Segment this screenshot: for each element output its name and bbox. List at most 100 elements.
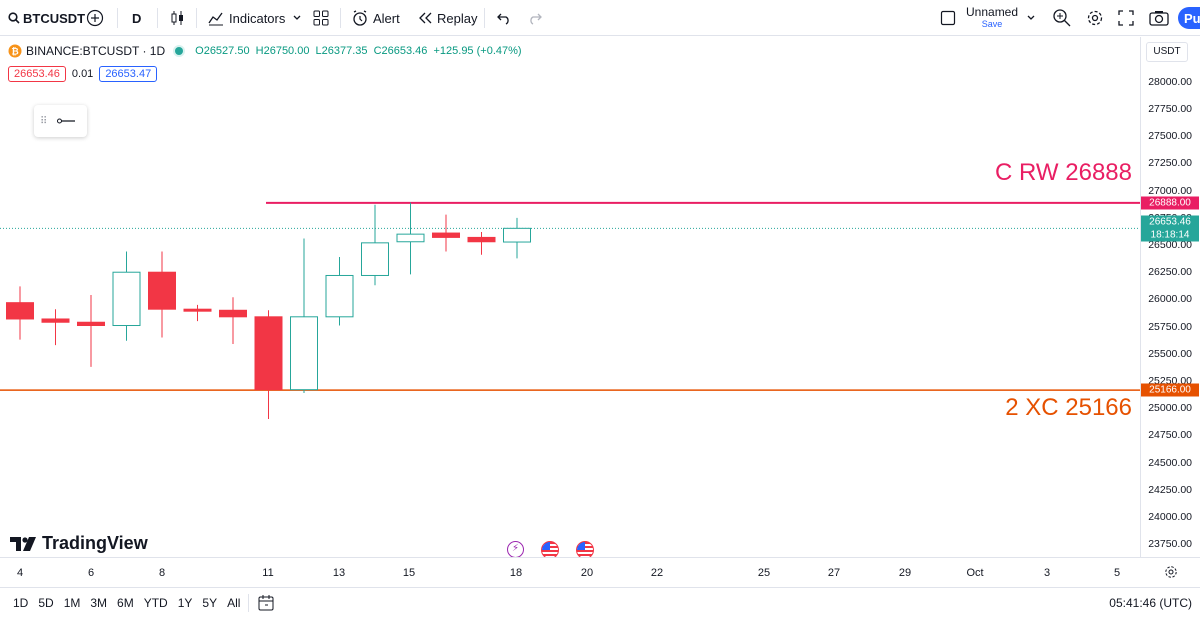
timeframe-list: 1D 5D 1M 3M 6M YTD 1Y 5Y All bbox=[13, 596, 250, 610]
bitcoin-logo-icon: ₿ bbox=[8, 44, 22, 58]
time-tick-label: 22 bbox=[650, 567, 664, 579]
svg-text:₿: ₿ bbox=[11, 47, 18, 58]
candles-icon bbox=[171, 11, 183, 25]
price-axis[interactable]: USDT 28000.00 27750.00 27500.00 27250.00 270… bbox=[1140, 37, 1200, 557]
symbol-search[interactable]: BTCUSDT bbox=[8, 0, 85, 36]
chart-type-button[interactable] bbox=[170, 0, 186, 36]
compare-button[interactable] bbox=[86, 0, 104, 36]
timeframe-button[interactable]: 1Y bbox=[177, 596, 193, 610]
layout-toggle[interactable] bbox=[940, 0, 956, 36]
time-tick-label: 3 bbox=[1043, 567, 1051, 579]
sell-price-button[interactable]: 26653.46 bbox=[8, 66, 66, 82]
alert-label: Alert bbox=[373, 10, 400, 26]
bid-ask-row: 26653.46 0.01 26653.47 bbox=[8, 66, 158, 82]
settings-button[interactable] bbox=[1086, 0, 1104, 36]
publish-button[interactable]: Pu bbox=[1178, 7, 1200, 29]
quick-search-button[interactable] bbox=[1052, 0, 1072, 36]
time-tick-label: 8 bbox=[158, 567, 166, 579]
timeframe-button[interactable]: 6M bbox=[117, 596, 134, 610]
buy-price-button[interactable]: 26653.47 bbox=[99, 66, 158, 82]
candle-down bbox=[77, 321, 105, 327]
layout-dropdown[interactable] bbox=[1026, 0, 1036, 36]
countdown-tag: 18:18:14 bbox=[1141, 228, 1199, 242]
candle-up bbox=[325, 274, 354, 318]
undo-button[interactable] bbox=[496, 0, 512, 36]
candle-down bbox=[183, 308, 212, 312]
timeframe-button[interactable]: All bbox=[227, 596, 241, 610]
alert-button[interactable]: Alert bbox=[351, 0, 400, 36]
lightning-event-icon[interactable]: ⚡ bbox=[507, 541, 524, 557]
currency-selector[interactable]: USDT bbox=[1146, 42, 1188, 62]
price-tick-label: 24750.00 bbox=[1148, 429, 1192, 442]
time-tick-label: 25 bbox=[757, 567, 771, 579]
layout-name-button[interactable]: Unnamed Save bbox=[966, 0, 1018, 36]
layout-save-status: Save bbox=[981, 19, 1003, 29]
chart-pane[interactable]: ₿ BINANCE:BTCUSDT · 1D O26527.50 H26750.… bbox=[0, 37, 1140, 557]
timeframe-button[interactable]: 5D bbox=[38, 596, 54, 610]
publish-label: Pu bbox=[1184, 10, 1200, 26]
price-tick-label: 25500.00 bbox=[1148, 347, 1192, 360]
tradingview-logo[interactable]: TradingView bbox=[10, 533, 148, 554]
time-tick-label: 20 bbox=[580, 567, 594, 579]
time-axis[interactable]: 4 6 8 11 13 15 18 20 22 25 27 29 Oct 3 5 bbox=[0, 557, 1200, 587]
fullscreen-icon bbox=[1118, 10, 1134, 26]
camera-icon bbox=[1149, 11, 1169, 26]
top-toolbar: BTCUSDT D Indicators Alert Replay Unname… bbox=[0, 0, 1200, 36]
us-flag-event-icon[interactable] bbox=[541, 541, 559, 557]
magnifier-cross-icon bbox=[1053, 9, 1071, 27]
candle-up bbox=[290, 316, 318, 391]
price-tick-label: 24000.00 bbox=[1148, 510, 1192, 523]
symbol-title[interactable]: BINANCE:BTCUSDT · 1D bbox=[26, 44, 166, 58]
timeframe-button[interactable]: 1D bbox=[13, 596, 29, 610]
tradingview-logo-text: TradingView bbox=[42, 533, 148, 553]
timeframe-button[interactable]: 3M bbox=[90, 596, 108, 610]
floating-drawing-toolbar[interactable]: ⠿ bbox=[34, 105, 87, 137]
price-tick-label: 24250.00 bbox=[1148, 483, 1192, 496]
utc-clock[interactable]: 05:41:46 (UTC) bbox=[1109, 596, 1192, 610]
time-tick-label: 15 bbox=[402, 567, 416, 579]
calendar-go-to-icon[interactable] bbox=[257, 594, 275, 612]
chevron-down-icon bbox=[1027, 15, 1035, 20]
candlestick-chart[interactable] bbox=[0, 37, 1140, 557]
legend-high: H26750.00 bbox=[255, 45, 310, 57]
settings-icon[interactable] bbox=[1164, 565, 1178, 579]
redo-icon bbox=[530, 13, 542, 25]
gear-icon bbox=[1087, 10, 1103, 26]
snapshot-button[interactable] bbox=[1149, 0, 1169, 36]
rewind-icon bbox=[419, 12, 432, 24]
indicators-button[interactable]: Indicators bbox=[207, 0, 285, 36]
timeframe-button[interactable]: YTD bbox=[143, 596, 168, 610]
candle-down bbox=[6, 302, 34, 320]
fullscreen-button[interactable] bbox=[1118, 0, 1134, 36]
price-tick-label: 28000.00 bbox=[1148, 75, 1192, 88]
candle-down bbox=[432, 232, 460, 238]
time-tick-label: 4 bbox=[16, 567, 24, 579]
time-tick-label: Oct bbox=[966, 567, 984, 579]
candle-up bbox=[503, 227, 531, 243]
alarm-clock-icon bbox=[353, 10, 367, 26]
drag-handle-icon[interactable]: ⠿ bbox=[40, 115, 47, 127]
resistance-label[interactable]: C RW 26888 bbox=[995, 159, 1132, 186]
indicators-dropdown[interactable] bbox=[292, 0, 302, 36]
symbol-label: BTCUSDT bbox=[23, 10, 86, 26]
timeframe-button[interactable]: 5Y bbox=[202, 596, 218, 610]
legend-change: +125.95 (+0.47%) bbox=[433, 45, 522, 57]
us-flag-event-icon[interactable] bbox=[576, 541, 594, 557]
price-tick-label: 26000.00 bbox=[1148, 293, 1192, 306]
support-label[interactable]: 2 XC 25166 bbox=[1005, 394, 1132, 421]
horizontal-line-tool-icon[interactable] bbox=[56, 116, 76, 126]
last-price-tag: 26653.46 bbox=[1141, 215, 1199, 229]
templates-button[interactable] bbox=[313, 0, 329, 36]
candle-down bbox=[41, 318, 70, 323]
tradingview-logo-icon bbox=[10, 536, 36, 551]
price-tick-label: 27750.00 bbox=[1148, 103, 1192, 116]
timeframe-button[interactable]: 1M bbox=[63, 596, 81, 610]
candle-up bbox=[112, 271, 141, 327]
legend-close: C26653.46 bbox=[373, 45, 428, 57]
interval-button[interactable]: D bbox=[132, 10, 142, 26]
price-tick-label: 25000.00 bbox=[1148, 402, 1192, 415]
price-tick-label: 27000.00 bbox=[1148, 184, 1192, 197]
time-tick-label: 6 bbox=[87, 567, 95, 579]
replay-button[interactable]: Replay bbox=[417, 0, 477, 36]
redo-button[interactable] bbox=[527, 0, 543, 36]
